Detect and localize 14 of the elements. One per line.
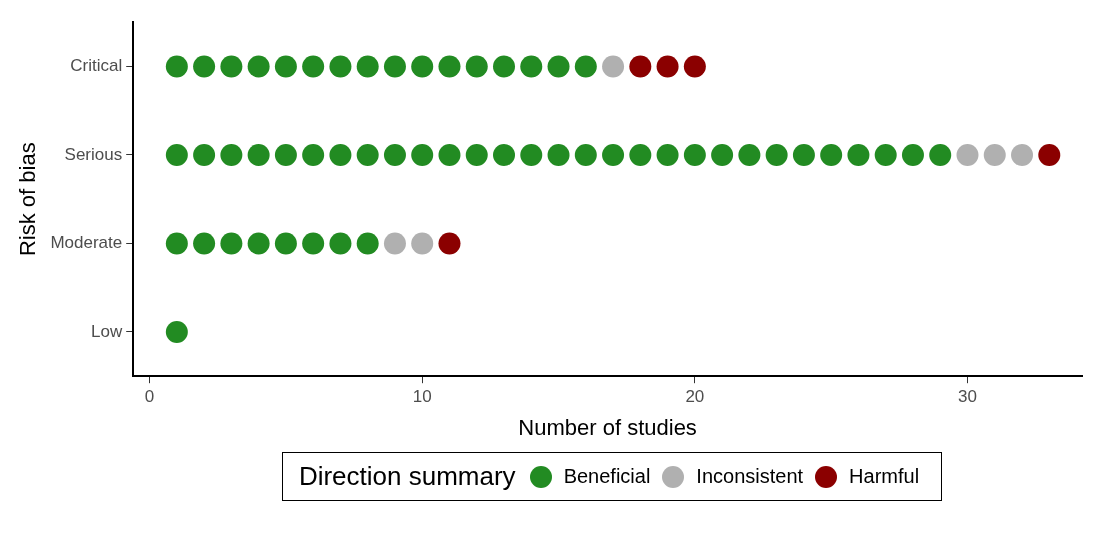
y-tick-label: Serious <box>64 144 123 164</box>
y-tick-label: Low <box>91 321 123 341</box>
legend-title: Direction summary <box>298 461 516 492</box>
x-tick-label: 0 <box>144 387 155 407</box>
legend-label: Harmful <box>849 465 920 488</box>
legend-label: Beneficial <box>563 465 651 488</box>
y-axis-title: Risk of bias <box>15 142 41 257</box>
y-tick-label: Critical <box>70 56 123 76</box>
x-axis-title: Number of studies <box>518 414 697 440</box>
x-tick-label: 30 <box>958 387 977 407</box>
legend-label: Inconsistent <box>696 465 804 488</box>
x-tick-label: 10 <box>412 387 432 407</box>
x-tick-label: 20 <box>685 387 705 407</box>
y-tick-label: Moderate <box>50 233 123 253</box>
